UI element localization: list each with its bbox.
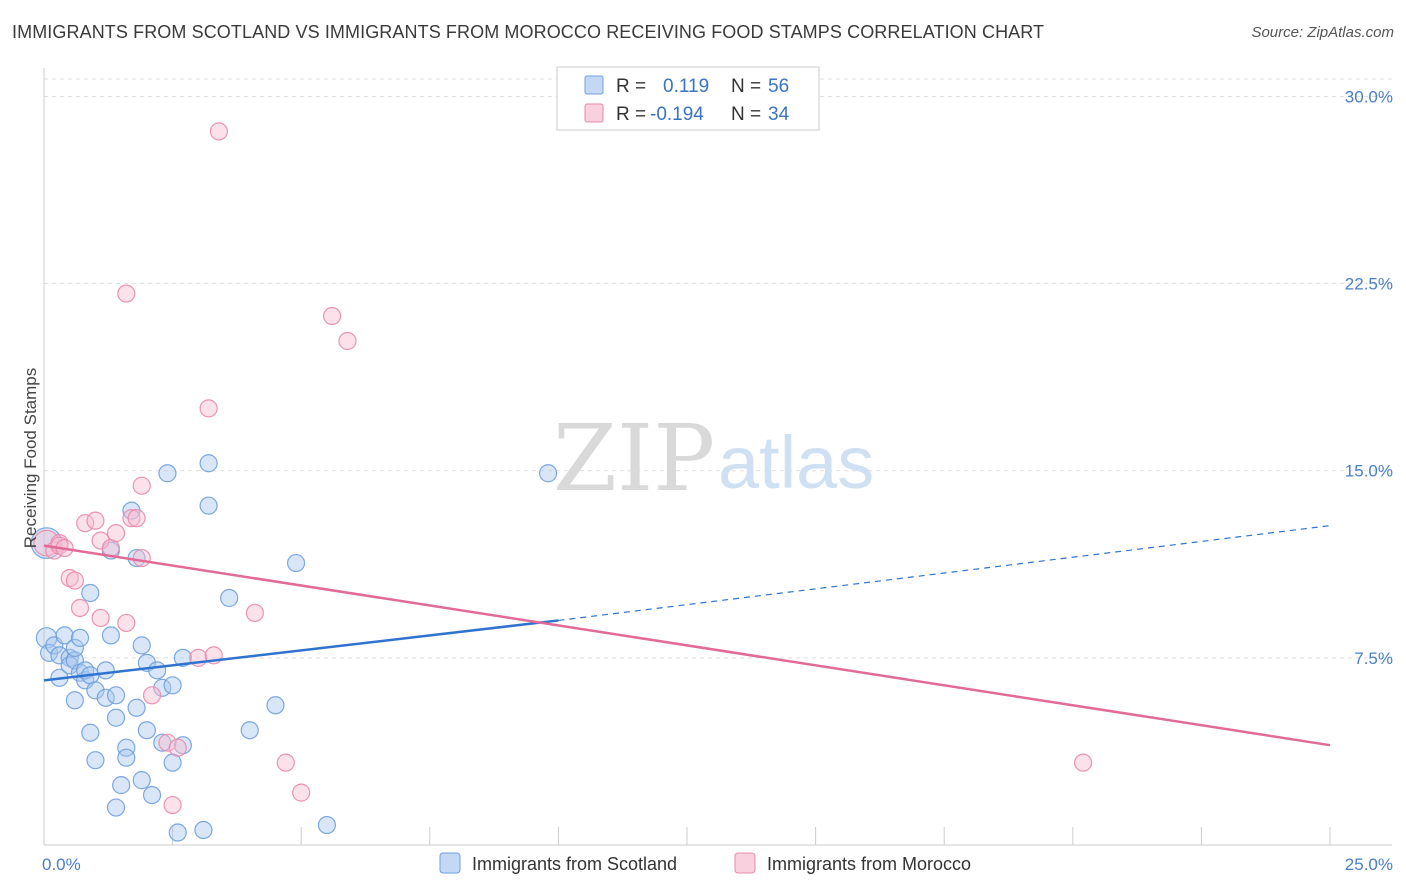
y-axis-label: Receiving Food Stamps	[21, 368, 40, 548]
trend-lines	[43, 525, 1331, 747]
grid	[44, 78, 1392, 659]
morocco-trend-line	[43, 544, 1331, 747]
series-legend-label-morocco: Immigrants from Morocco	[767, 854, 971, 874]
scotland-point	[199, 496, 218, 515]
morocco-point	[117, 613, 136, 633]
scotland-point	[96, 661, 115, 680]
y-tick-label-0: 7.5%	[1354, 649, 1393, 668]
series-legend-label-scotland: Immigrants from Scotland	[472, 854, 677, 874]
morocco-point	[168, 738, 187, 757]
chart-title: IMMIGRANTS FROM SCOTLAND VS IMMIGRANTS F…	[12, 22, 1045, 42]
x-tick-label-1: 25.0%	[1345, 855, 1393, 874]
morocco-point	[132, 548, 151, 568]
scotland-point	[220, 588, 239, 608]
legend-n-label-morocco: N =	[731, 104, 761, 125]
scotland-point	[65, 691, 84, 710]
scotland-point	[132, 636, 151, 655]
morocco-point	[276, 753, 295, 772]
stats-legend: R = 0.119 N = 56 R = -0.194 N = 34	[556, 66, 820, 131]
axes: 7.5% 15.0% 22.5% 30.0% 0.0% 25.0%	[42, 68, 1393, 874]
scotland-point	[173, 648, 192, 667]
scotland-trend-extension	[558, 525, 1331, 622]
morocco-point	[142, 686, 162, 705]
morocco-point	[245, 603, 265, 623]
scotland-point	[55, 626, 74, 645]
scotland-point	[70, 628, 90, 648]
morocco-point	[163, 795, 182, 815]
series-legend-swatch-scotland	[439, 852, 461, 874]
watermark-atlas: atlas	[718, 421, 874, 504]
morocco-point	[122, 509, 141, 528]
scotland-point	[240, 721, 259, 740]
scotland-point	[127, 698, 146, 717]
scotland-point	[106, 798, 126, 817]
legend-r-label-scotland: R =	[616, 76, 646, 97]
morocco-point	[70, 598, 90, 618]
scotland-point	[117, 748, 136, 767]
morocco-point	[1073, 753, 1093, 772]
scotland-point	[286, 553, 306, 573]
scotland-point	[317, 815, 337, 835]
scotland-point	[30, 527, 63, 559]
legend-n-value-scotland: 56	[768, 76, 789, 97]
morocco-point	[158, 733, 177, 752]
scotland-point	[266, 696, 285, 715]
legend-r-value-scotland: 0.119	[663, 76, 709, 97]
y-tick-label-2: 22.5%	[1345, 275, 1393, 294]
morocco-point	[91, 531, 110, 550]
scotland-point	[158, 464, 177, 483]
scotland-point	[106, 686, 126, 705]
morocco-point	[199, 399, 218, 418]
scotland-point	[148, 661, 167, 680]
morocco-point	[65, 571, 84, 590]
series-legend-swatch-morocco	[734, 852, 756, 874]
scotland-point	[86, 681, 105, 700]
morocco-point	[292, 783, 311, 802]
scotland-point	[199, 454, 218, 473]
scotland-point	[117, 738, 136, 757]
morocco-point	[132, 476, 151, 495]
morocco-point	[117, 284, 136, 303]
morocco-point	[106, 524, 126, 543]
morocco-point	[209, 122, 228, 141]
legend-swatch-morocco	[584, 103, 604, 123]
morocco-point	[127, 509, 146, 528]
morocco-point	[86, 511, 105, 530]
x-tick-label-0: 0.0%	[42, 855, 81, 874]
scotland-point	[112, 776, 131, 795]
scotland-point	[106, 708, 126, 727]
legend-n-value-morocco: 34	[768, 104, 790, 125]
scotland-point	[86, 751, 105, 770]
y-tick-label-3: 30.0%	[1345, 87, 1393, 106]
legend-r-label-morocco: R =	[616, 104, 646, 125]
series-legend: Immigrants from Scotland Immigrants from…	[439, 852, 971, 874]
watermark: ZIP atlas	[553, 405, 874, 512]
scotland-point	[168, 823, 187, 842]
scotland-point	[163, 676, 182, 695]
scotland-point	[539, 464, 558, 483]
scotland-point	[81, 583, 100, 603]
scotland-point	[101, 626, 120, 645]
scotland-point	[194, 820, 213, 840]
legend-swatch-scotland	[584, 75, 604, 95]
y-tick-label-1: 15.0%	[1345, 462, 1393, 481]
morocco-point	[322, 306, 342, 326]
scotland-point	[81, 723, 100, 742]
scotland-point	[137, 721, 156, 740]
morocco-point	[338, 331, 357, 351]
scotland-trend-line	[43, 619, 559, 682]
morocco-point	[91, 608, 110, 628]
legend-r-value-morocco: -0.194	[650, 104, 704, 125]
watermark-zip: ZIP	[553, 405, 715, 512]
scotland-point	[142, 785, 162, 805]
scotland-points	[30, 454, 558, 842]
scotland-point	[132, 771, 151, 790]
legend-n-label-scotland: N =	[731, 76, 761, 97]
scotland-point	[65, 638, 84, 657]
chart-source: Source: ZipAtlas.com	[1251, 24, 1394, 41]
